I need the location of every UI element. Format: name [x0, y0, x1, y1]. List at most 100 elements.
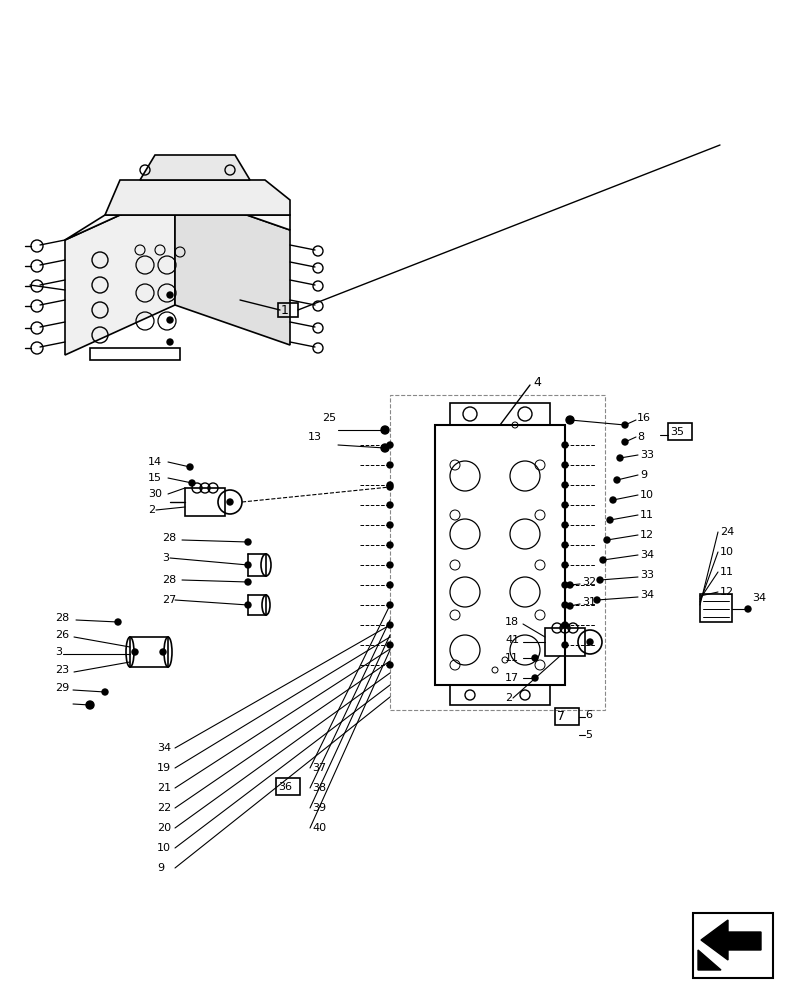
Circle shape — [531, 655, 538, 661]
Text: 2: 2 — [148, 505, 155, 515]
Circle shape — [387, 442, 393, 448]
Circle shape — [561, 622, 568, 628]
Text: 5: 5 — [584, 730, 591, 740]
Polygon shape — [105, 180, 290, 215]
Text: 33: 33 — [639, 570, 653, 580]
Polygon shape — [139, 155, 250, 180]
Text: 33: 33 — [639, 450, 653, 460]
Bar — [276, 778, 299, 795]
Text: 22: 22 — [157, 803, 171, 813]
Text: 21: 21 — [157, 783, 171, 793]
Circle shape — [167, 292, 173, 298]
Text: 13: 13 — [307, 432, 322, 442]
Text: 3: 3 — [55, 647, 62, 657]
Circle shape — [603, 537, 609, 543]
Text: 10: 10 — [719, 547, 733, 557]
Text: 34: 34 — [639, 550, 654, 560]
Text: 6: 6 — [584, 710, 591, 720]
Text: 40: 40 — [311, 823, 326, 833]
Circle shape — [245, 562, 251, 568]
Circle shape — [616, 455, 622, 461]
Text: 26: 26 — [55, 630, 69, 640]
Text: 20: 20 — [157, 823, 171, 833]
Text: 41: 41 — [504, 635, 518, 645]
Text: 9: 9 — [157, 863, 164, 873]
Circle shape — [245, 579, 251, 585]
Circle shape — [245, 602, 251, 608]
Text: 35: 35 — [669, 427, 683, 437]
Circle shape — [744, 606, 750, 612]
Circle shape — [187, 464, 193, 470]
Text: 18: 18 — [504, 617, 518, 627]
Circle shape — [561, 542, 568, 548]
Text: 25: 25 — [322, 413, 336, 423]
Text: 11: 11 — [719, 567, 733, 577]
Bar — [90, 348, 180, 360]
Text: 10: 10 — [157, 843, 171, 853]
Circle shape — [607, 517, 612, 523]
Text: 36: 36 — [277, 782, 292, 792]
Circle shape — [561, 442, 568, 448]
Text: 4: 4 — [532, 375, 540, 388]
Circle shape — [561, 462, 568, 468]
Circle shape — [167, 317, 173, 323]
Circle shape — [387, 582, 393, 588]
Circle shape — [380, 444, 388, 452]
Circle shape — [245, 539, 251, 545]
Text: 10: 10 — [639, 490, 653, 500]
Text: 24: 24 — [719, 527, 733, 537]
Text: 14: 14 — [148, 457, 162, 467]
Circle shape — [599, 557, 605, 563]
Circle shape — [531, 675, 538, 681]
Polygon shape — [697, 950, 720, 970]
Text: 39: 39 — [311, 803, 326, 813]
Bar — [667, 423, 691, 440]
Circle shape — [586, 639, 592, 645]
Text: 9: 9 — [639, 470, 646, 480]
Circle shape — [565, 416, 573, 424]
Bar — [185, 488, 225, 516]
Text: 37: 37 — [311, 763, 326, 773]
Text: 31: 31 — [581, 597, 595, 607]
Text: 19: 19 — [157, 763, 171, 773]
Circle shape — [621, 422, 627, 428]
Circle shape — [609, 497, 616, 503]
Circle shape — [566, 603, 573, 609]
Circle shape — [594, 597, 599, 603]
Text: 32: 32 — [581, 577, 595, 587]
Text: 7: 7 — [556, 710, 564, 723]
Text: 17: 17 — [504, 673, 518, 683]
Circle shape — [596, 577, 603, 583]
Text: 28: 28 — [162, 575, 176, 585]
Bar — [692, 913, 772, 978]
Circle shape — [621, 439, 627, 445]
Circle shape — [160, 649, 165, 655]
Circle shape — [167, 339, 173, 345]
Text: 27: 27 — [162, 595, 176, 605]
Text: 28: 28 — [162, 533, 176, 543]
Text: 34: 34 — [157, 743, 171, 753]
Circle shape — [86, 701, 94, 709]
Circle shape — [387, 562, 393, 568]
Circle shape — [387, 462, 393, 468]
Circle shape — [132, 649, 138, 655]
Circle shape — [561, 562, 568, 568]
Text: 12: 12 — [639, 530, 654, 540]
Text: 16: 16 — [636, 413, 650, 423]
Text: 34: 34 — [639, 590, 654, 600]
Circle shape — [566, 582, 573, 588]
Circle shape — [115, 619, 121, 625]
Bar — [130, 637, 168, 667]
Bar — [699, 594, 731, 622]
Text: 2: 2 — [504, 693, 512, 703]
Circle shape — [561, 582, 568, 588]
Circle shape — [387, 482, 393, 488]
Text: 8: 8 — [636, 432, 643, 442]
Circle shape — [387, 522, 393, 528]
Text: 23: 23 — [55, 665, 69, 675]
Polygon shape — [65, 190, 290, 240]
Circle shape — [387, 602, 393, 608]
Circle shape — [387, 484, 393, 490]
Bar — [389, 395, 604, 710]
Text: 38: 38 — [311, 783, 326, 793]
